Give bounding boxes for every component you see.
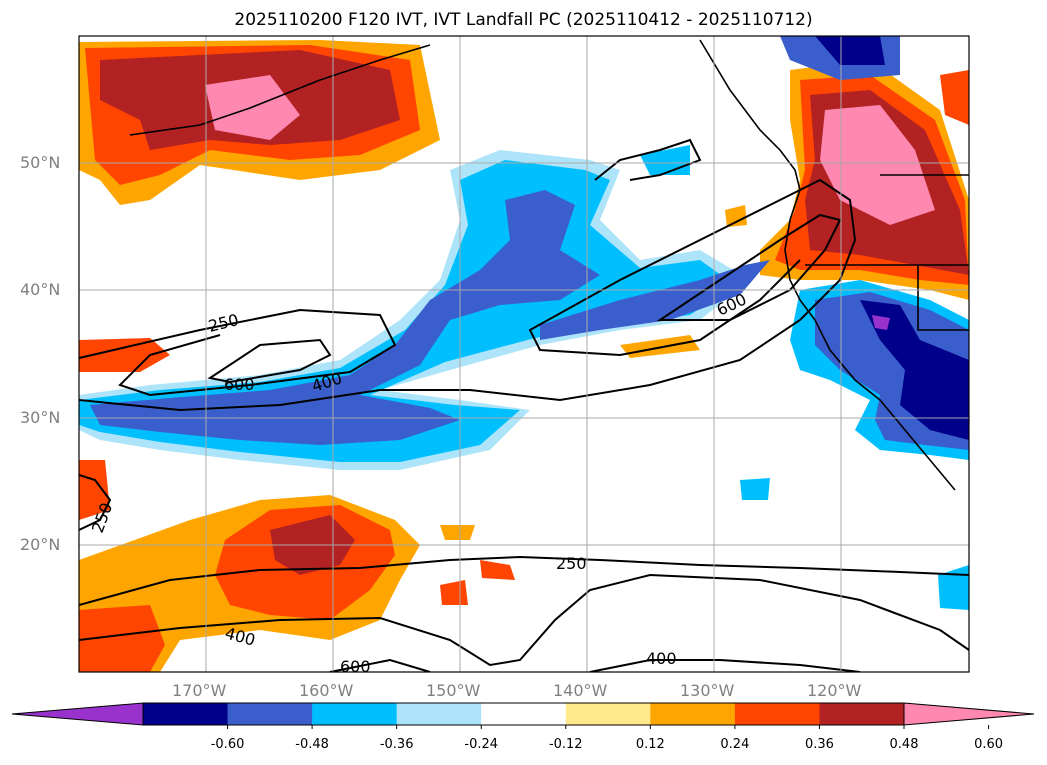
colorbar-tick-label: -0.48 bbox=[295, 737, 329, 752]
contour-label: 600 bbox=[224, 375, 255, 394]
lat-label-20n: 20°N bbox=[20, 535, 61, 554]
lon-label-160w: 160°W bbox=[299, 681, 354, 700]
colorbar-tick-label: 0.60 bbox=[974, 737, 1004, 752]
colorbar-tick-label: 0.48 bbox=[889, 737, 919, 752]
colorbar-tick-label: -0.36 bbox=[379, 737, 414, 752]
lat-label-50n: 50°N bbox=[20, 153, 61, 172]
contour-label-layer: 250 600 400 600 250 250 400 600 400 bbox=[88, 289, 749, 676]
lon-label-140w: 140°W bbox=[553, 681, 608, 700]
lon-label-120w: 120°W bbox=[807, 681, 862, 700]
map-title: 2025110200 F120 IVT, IVT Landfall PC (20… bbox=[234, 10, 813, 30]
contour-label: 250 bbox=[556, 554, 587, 573]
colorbar-tick-label: 0.36 bbox=[804, 737, 834, 752]
colorbar-tick-label: -0.60 bbox=[210, 737, 245, 752]
coastline-layer bbox=[129, 39, 969, 491]
lon-label-130w: 130°W bbox=[680, 681, 735, 700]
gridline-layer bbox=[79, 36, 969, 672]
contour-label: 600 bbox=[340, 657, 371, 676]
colorbar-tick-label: 0.24 bbox=[720, 737, 750, 752]
lon-label-170w: 170°W bbox=[172, 681, 227, 700]
map-fill-layer bbox=[79, 36, 969, 672]
ivt-contour-layer bbox=[79, 138, 969, 672]
lat-label-40n: 40°N bbox=[20, 280, 61, 299]
colorbar-tick-label: -0.24 bbox=[464, 737, 499, 752]
colorbar-tick-label: 0.12 bbox=[635, 737, 665, 752]
contour-label: 250 bbox=[206, 310, 240, 336]
lon-label-150w: 150°W bbox=[426, 681, 481, 700]
contour-label: 400 bbox=[646, 649, 677, 668]
lat-label-30n: 30°N bbox=[20, 408, 61, 427]
map-frame bbox=[78, 35, 970, 673]
colorbar-tick-label: -0.12 bbox=[548, 737, 583, 752]
